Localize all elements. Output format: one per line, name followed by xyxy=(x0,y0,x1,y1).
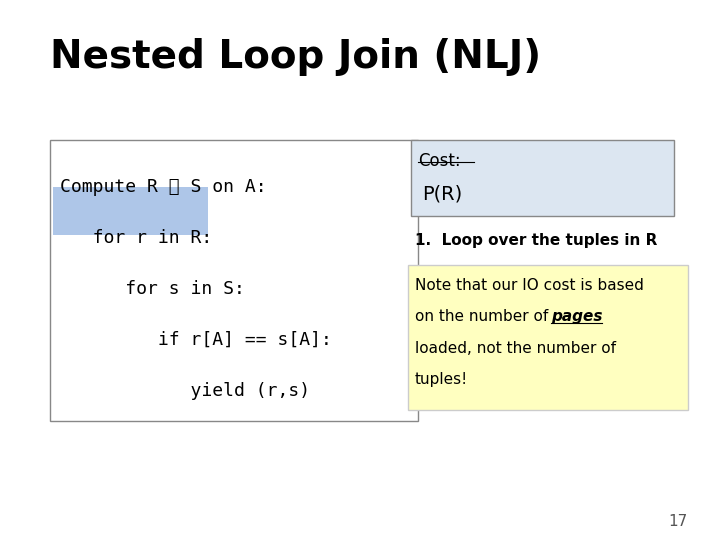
Text: on the number of: on the number of xyxy=(415,309,553,325)
Text: Note that our IO cost is based: Note that our IO cost is based xyxy=(415,278,644,293)
Text: yield (r,s): yield (r,s) xyxy=(60,382,310,400)
Text: Cost:: Cost: xyxy=(418,152,461,170)
Text: Compute R ⋈ S on A:: Compute R ⋈ S on A: xyxy=(60,178,267,195)
FancyBboxPatch shape xyxy=(50,140,418,421)
Text: 17: 17 xyxy=(669,514,688,529)
Text: P(R): P(R) xyxy=(422,185,462,204)
Text: for r in R:: for r in R: xyxy=(60,229,212,247)
FancyBboxPatch shape xyxy=(411,140,674,216)
Text: if r[A] == s[A]:: if r[A] == s[A]: xyxy=(60,331,332,349)
Text: 1.  Loop over the tuples in R: 1. Loop over the tuples in R xyxy=(415,233,657,248)
Text: Nested Loop Join (NLJ): Nested Loop Join (NLJ) xyxy=(50,38,541,76)
FancyBboxPatch shape xyxy=(53,187,208,235)
FancyBboxPatch shape xyxy=(408,265,688,410)
Text: tuples!: tuples! xyxy=(415,372,468,387)
Text: loaded, not the number of: loaded, not the number of xyxy=(415,341,616,356)
Text: pages: pages xyxy=(551,309,603,325)
Text: for s in S:: for s in S: xyxy=(60,280,245,298)
